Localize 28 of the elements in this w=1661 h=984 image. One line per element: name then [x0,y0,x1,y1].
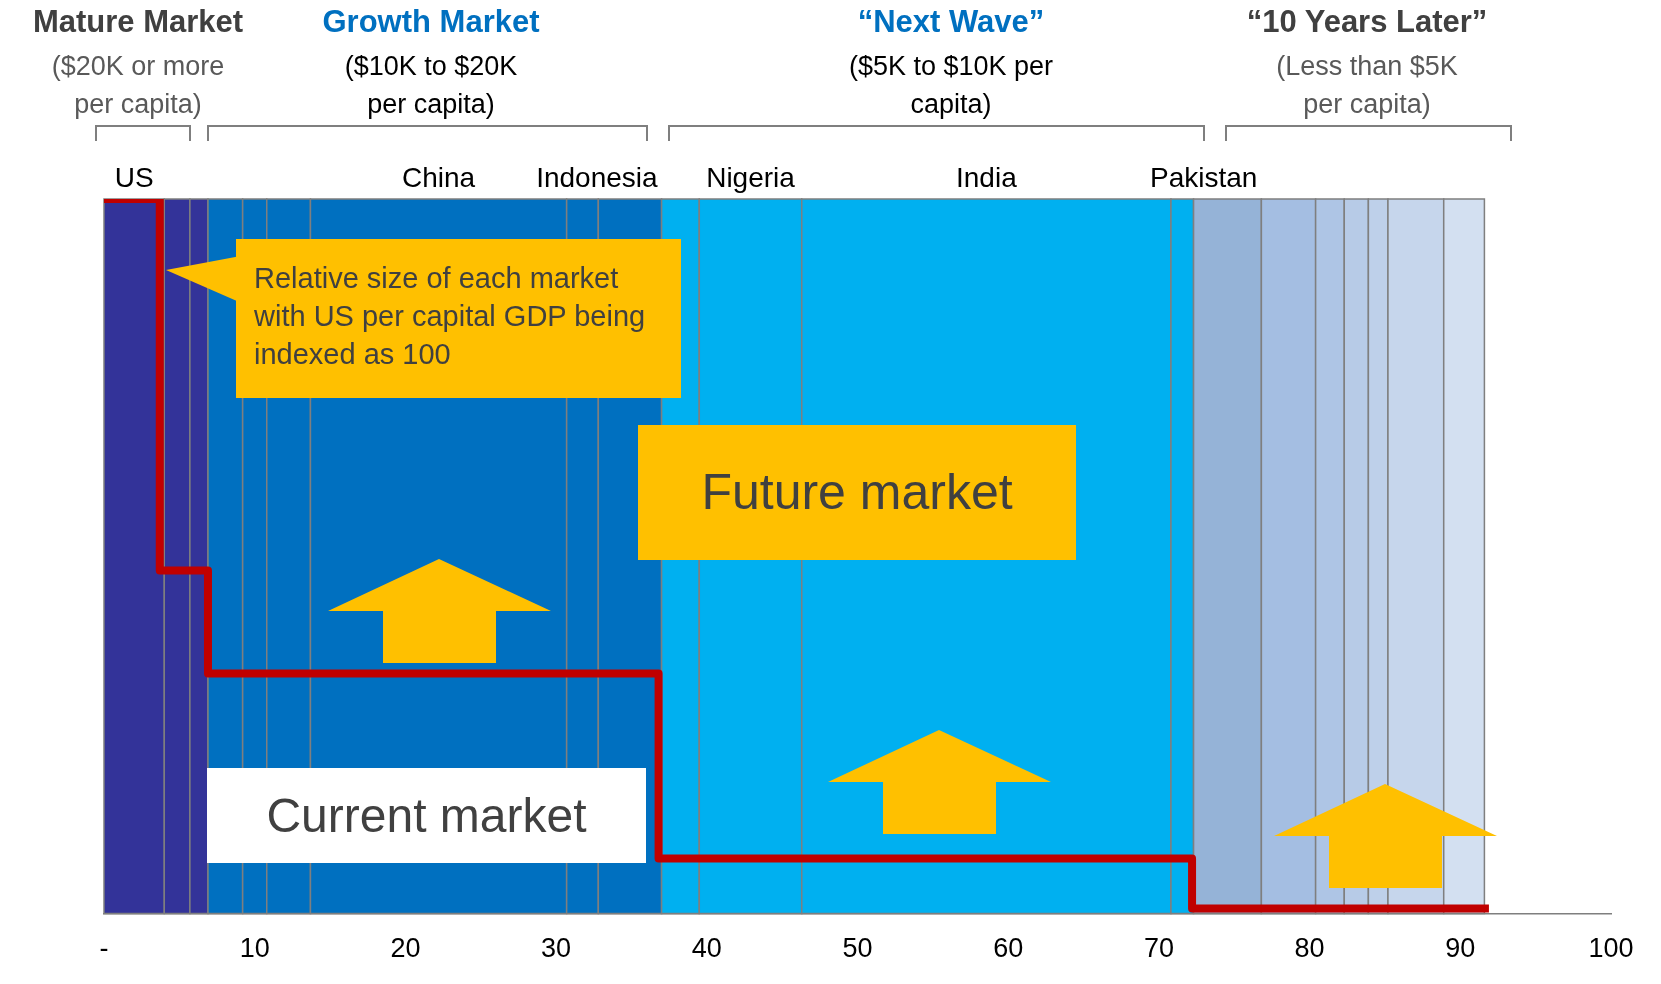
band-label: India [955,161,1018,193]
annotation: Current market [207,768,646,863]
band-label: Pakistan [1149,161,1258,193]
x-tick-label: 10 [239,933,270,964]
band-label: China [401,161,476,193]
annotation: Future market [638,425,1076,560]
text: Growth Market [322,4,540,39]
text: ($20K or more per capita) [50,50,226,121]
x-tick-label: 50 [842,933,873,964]
x-tick-label: 30 [541,933,572,964]
annotation: Relative size of each market with US per capital GDP being indexed as 100 [236,239,681,398]
x-tick-label: - [99,933,109,964]
x-tick-label: 40 [691,933,722,964]
x-tick-label: 90 [1445,933,1476,964]
text: Mature Market [32,4,244,39]
text: ($5K to $10K per capita) [847,50,1055,121]
band-label: Indonesia [536,161,659,193]
text: “Next Wave” [856,4,1046,40]
x-tick-label: 100 [1588,933,1634,964]
x-tick-label: 60 [993,933,1024,964]
band-label: US [114,161,154,193]
text: “10 Years Later” [1245,4,1489,40]
band-label: Nigeria [706,161,796,193]
x-tick-label: 70 [1143,933,1174,964]
text: (Less than $5K per capita) [1275,50,1459,121]
text: ($10K to $20K per capita) [343,50,519,121]
x-tick-label: 20 [390,933,421,964]
x-tick-label: 80 [1294,933,1325,964]
